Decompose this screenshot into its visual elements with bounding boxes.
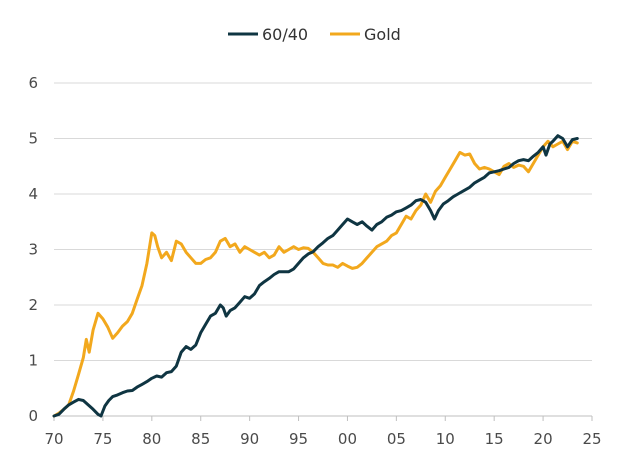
x-tick-label: 10 [436,430,455,448]
y-tick-label: 6 [28,74,38,92]
x-tick-label: 15 [485,430,504,448]
series-line-60-40 [52,134,579,418]
x-tick-label: 95 [289,430,308,448]
gridlines [54,82,592,417]
x-tick-label: 90 [240,430,259,448]
legend: 60/40 Gold [228,25,401,44]
y-tick-label: 5 [28,130,38,148]
legend-label-gold: Gold [364,25,401,44]
y-axis-ticks: 0 1 2 3 4 5 6 [28,74,38,425]
x-tick-label: 70 [44,430,63,448]
series-lines [52,134,579,418]
x-axis-ticks: 70 75 80 85 90 95 00 05 10 15 20 25 [44,416,602,448]
x-tick-label: 80 [142,430,161,448]
x-tick-label: 75 [93,430,112,448]
x-tick-label: 85 [191,430,210,448]
x-tick-label: 00 [338,430,357,448]
y-tick-label: 2 [28,296,38,314]
x-tick-label: 20 [534,430,553,448]
y-tick-label: 3 [28,241,38,259]
y-tick-label: 4 [28,185,38,203]
y-tick-label: 0 [28,407,38,425]
x-tick-label: 25 [582,430,601,448]
x-tick-label: 05 [387,430,406,448]
y-tick-label: 1 [28,352,38,370]
series-line-gold [52,139,579,418]
legend-label-60-40: 60/40 [262,25,308,44]
